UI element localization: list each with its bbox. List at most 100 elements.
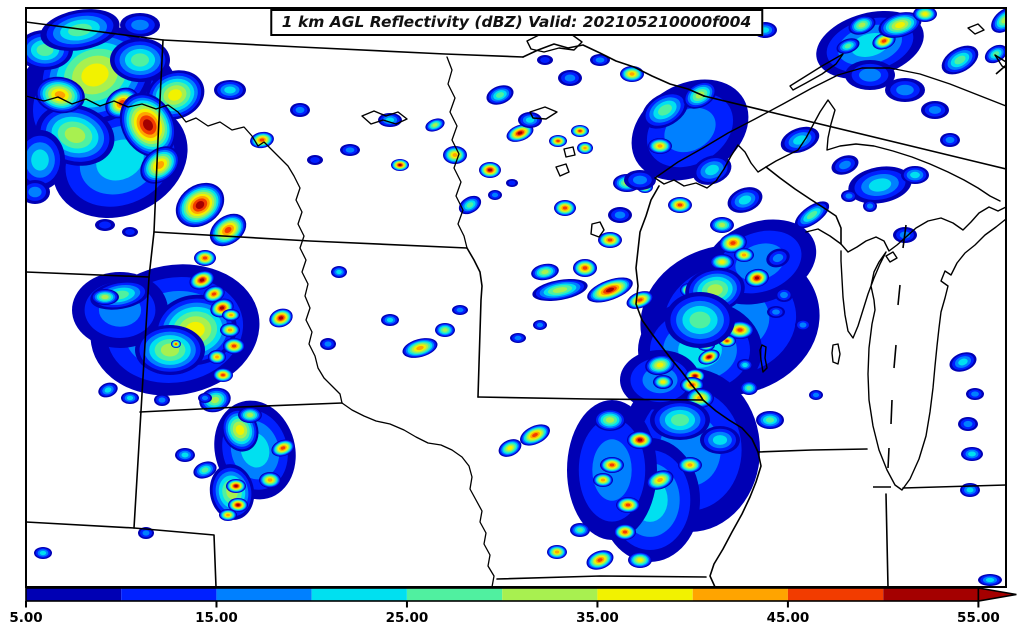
echo-contour xyxy=(488,168,492,172)
echo-contour xyxy=(742,362,748,368)
radar-echo xyxy=(40,9,120,51)
echo-contour xyxy=(577,527,583,533)
echo-contour xyxy=(532,432,538,438)
radar-echo xyxy=(836,38,860,54)
radar-echo xyxy=(391,159,409,171)
echo-contour xyxy=(859,68,881,82)
radar-echo xyxy=(719,232,747,254)
echo-contour xyxy=(656,362,664,368)
radar-echo xyxy=(194,250,216,266)
echo-contour xyxy=(992,51,1000,57)
state-border xyxy=(148,39,164,278)
echo-contour xyxy=(336,269,342,275)
radar-echo xyxy=(978,574,1002,586)
radar-echo xyxy=(26,180,50,204)
radar-echo xyxy=(700,426,740,454)
echo-contour xyxy=(845,193,853,199)
radar-echo xyxy=(122,227,138,237)
echo-contour xyxy=(31,149,49,171)
radar-echo xyxy=(737,359,753,371)
colorbar-segment xyxy=(26,588,122,601)
colorbar-segment xyxy=(311,588,407,601)
geography-layer xyxy=(26,21,1006,587)
radar-echo xyxy=(841,190,857,202)
radar-echo xyxy=(488,190,502,200)
echo-contour xyxy=(562,206,568,210)
radar-echo xyxy=(740,381,758,395)
echo-contour xyxy=(456,307,464,313)
colorbar-segment xyxy=(597,588,693,601)
lake-shoreline xyxy=(789,53,844,91)
state-water-boundary-dash xyxy=(995,64,1006,75)
radar-echo xyxy=(961,447,983,461)
echo-contour xyxy=(525,117,535,123)
radar-echo xyxy=(531,263,559,281)
radar-echo xyxy=(734,248,754,262)
echo-contour xyxy=(345,147,355,153)
echo-contour xyxy=(219,306,225,310)
echo-contour xyxy=(221,373,225,377)
radar-echo xyxy=(767,306,785,318)
radar-echo xyxy=(220,323,240,337)
radar-echo xyxy=(520,424,550,446)
radar-echo xyxy=(381,314,399,326)
echo-contour xyxy=(629,72,635,76)
radar-echo xyxy=(193,461,217,479)
state-border xyxy=(26,521,135,529)
echo-contour xyxy=(614,211,626,219)
echo-contour xyxy=(712,435,728,445)
state-border xyxy=(133,276,150,529)
radar-echo xyxy=(91,289,119,305)
echo-contour xyxy=(609,463,615,467)
echo-contour xyxy=(195,201,205,209)
radar-echo xyxy=(872,32,896,50)
echo-contour xyxy=(968,451,976,457)
lake-shoreline xyxy=(994,54,1006,69)
radar-echo xyxy=(435,323,455,337)
radar-echo xyxy=(678,457,702,473)
echo-contour xyxy=(39,550,47,556)
echo-contour xyxy=(637,558,643,562)
lake-shoreline xyxy=(885,251,898,263)
echo-contour xyxy=(660,380,666,384)
radar-echo xyxy=(587,277,633,303)
echo-contour xyxy=(99,221,111,229)
radar-echo xyxy=(594,409,626,431)
lake-shoreline xyxy=(529,106,558,120)
state-border xyxy=(702,399,762,587)
radar-echo xyxy=(320,338,336,350)
echo-contour xyxy=(780,291,788,299)
echo-contour xyxy=(812,392,820,398)
state-border xyxy=(133,527,217,587)
radar-echo xyxy=(885,78,925,102)
echo-contour xyxy=(895,21,905,29)
radar-echo xyxy=(203,285,225,303)
echo-contour xyxy=(202,256,208,260)
state-border xyxy=(522,43,705,97)
echo-contour xyxy=(718,222,726,228)
radar-echo xyxy=(533,320,547,330)
echo-contour xyxy=(605,287,615,293)
echo-contour xyxy=(181,452,189,458)
echo-contour xyxy=(597,558,603,562)
radar-echo xyxy=(506,179,518,187)
echo-contour xyxy=(155,161,165,169)
radar-echo xyxy=(727,187,763,213)
radar-echo xyxy=(586,550,614,570)
echo-contour xyxy=(839,160,851,170)
echo-contour xyxy=(896,84,914,96)
echo-contour xyxy=(971,391,979,397)
radar-echo xyxy=(949,352,977,372)
state-border xyxy=(466,247,483,398)
radar-echo xyxy=(228,498,248,512)
radar-echo xyxy=(175,448,195,462)
radar-echo xyxy=(222,309,240,321)
echo-contour xyxy=(985,577,995,583)
river xyxy=(26,95,343,404)
radar-echo xyxy=(710,254,734,270)
radar-echo xyxy=(121,392,139,404)
echo-contour xyxy=(246,412,254,418)
echo-contour xyxy=(754,276,760,280)
echo-contour xyxy=(514,335,522,341)
echo-contour xyxy=(605,417,615,423)
